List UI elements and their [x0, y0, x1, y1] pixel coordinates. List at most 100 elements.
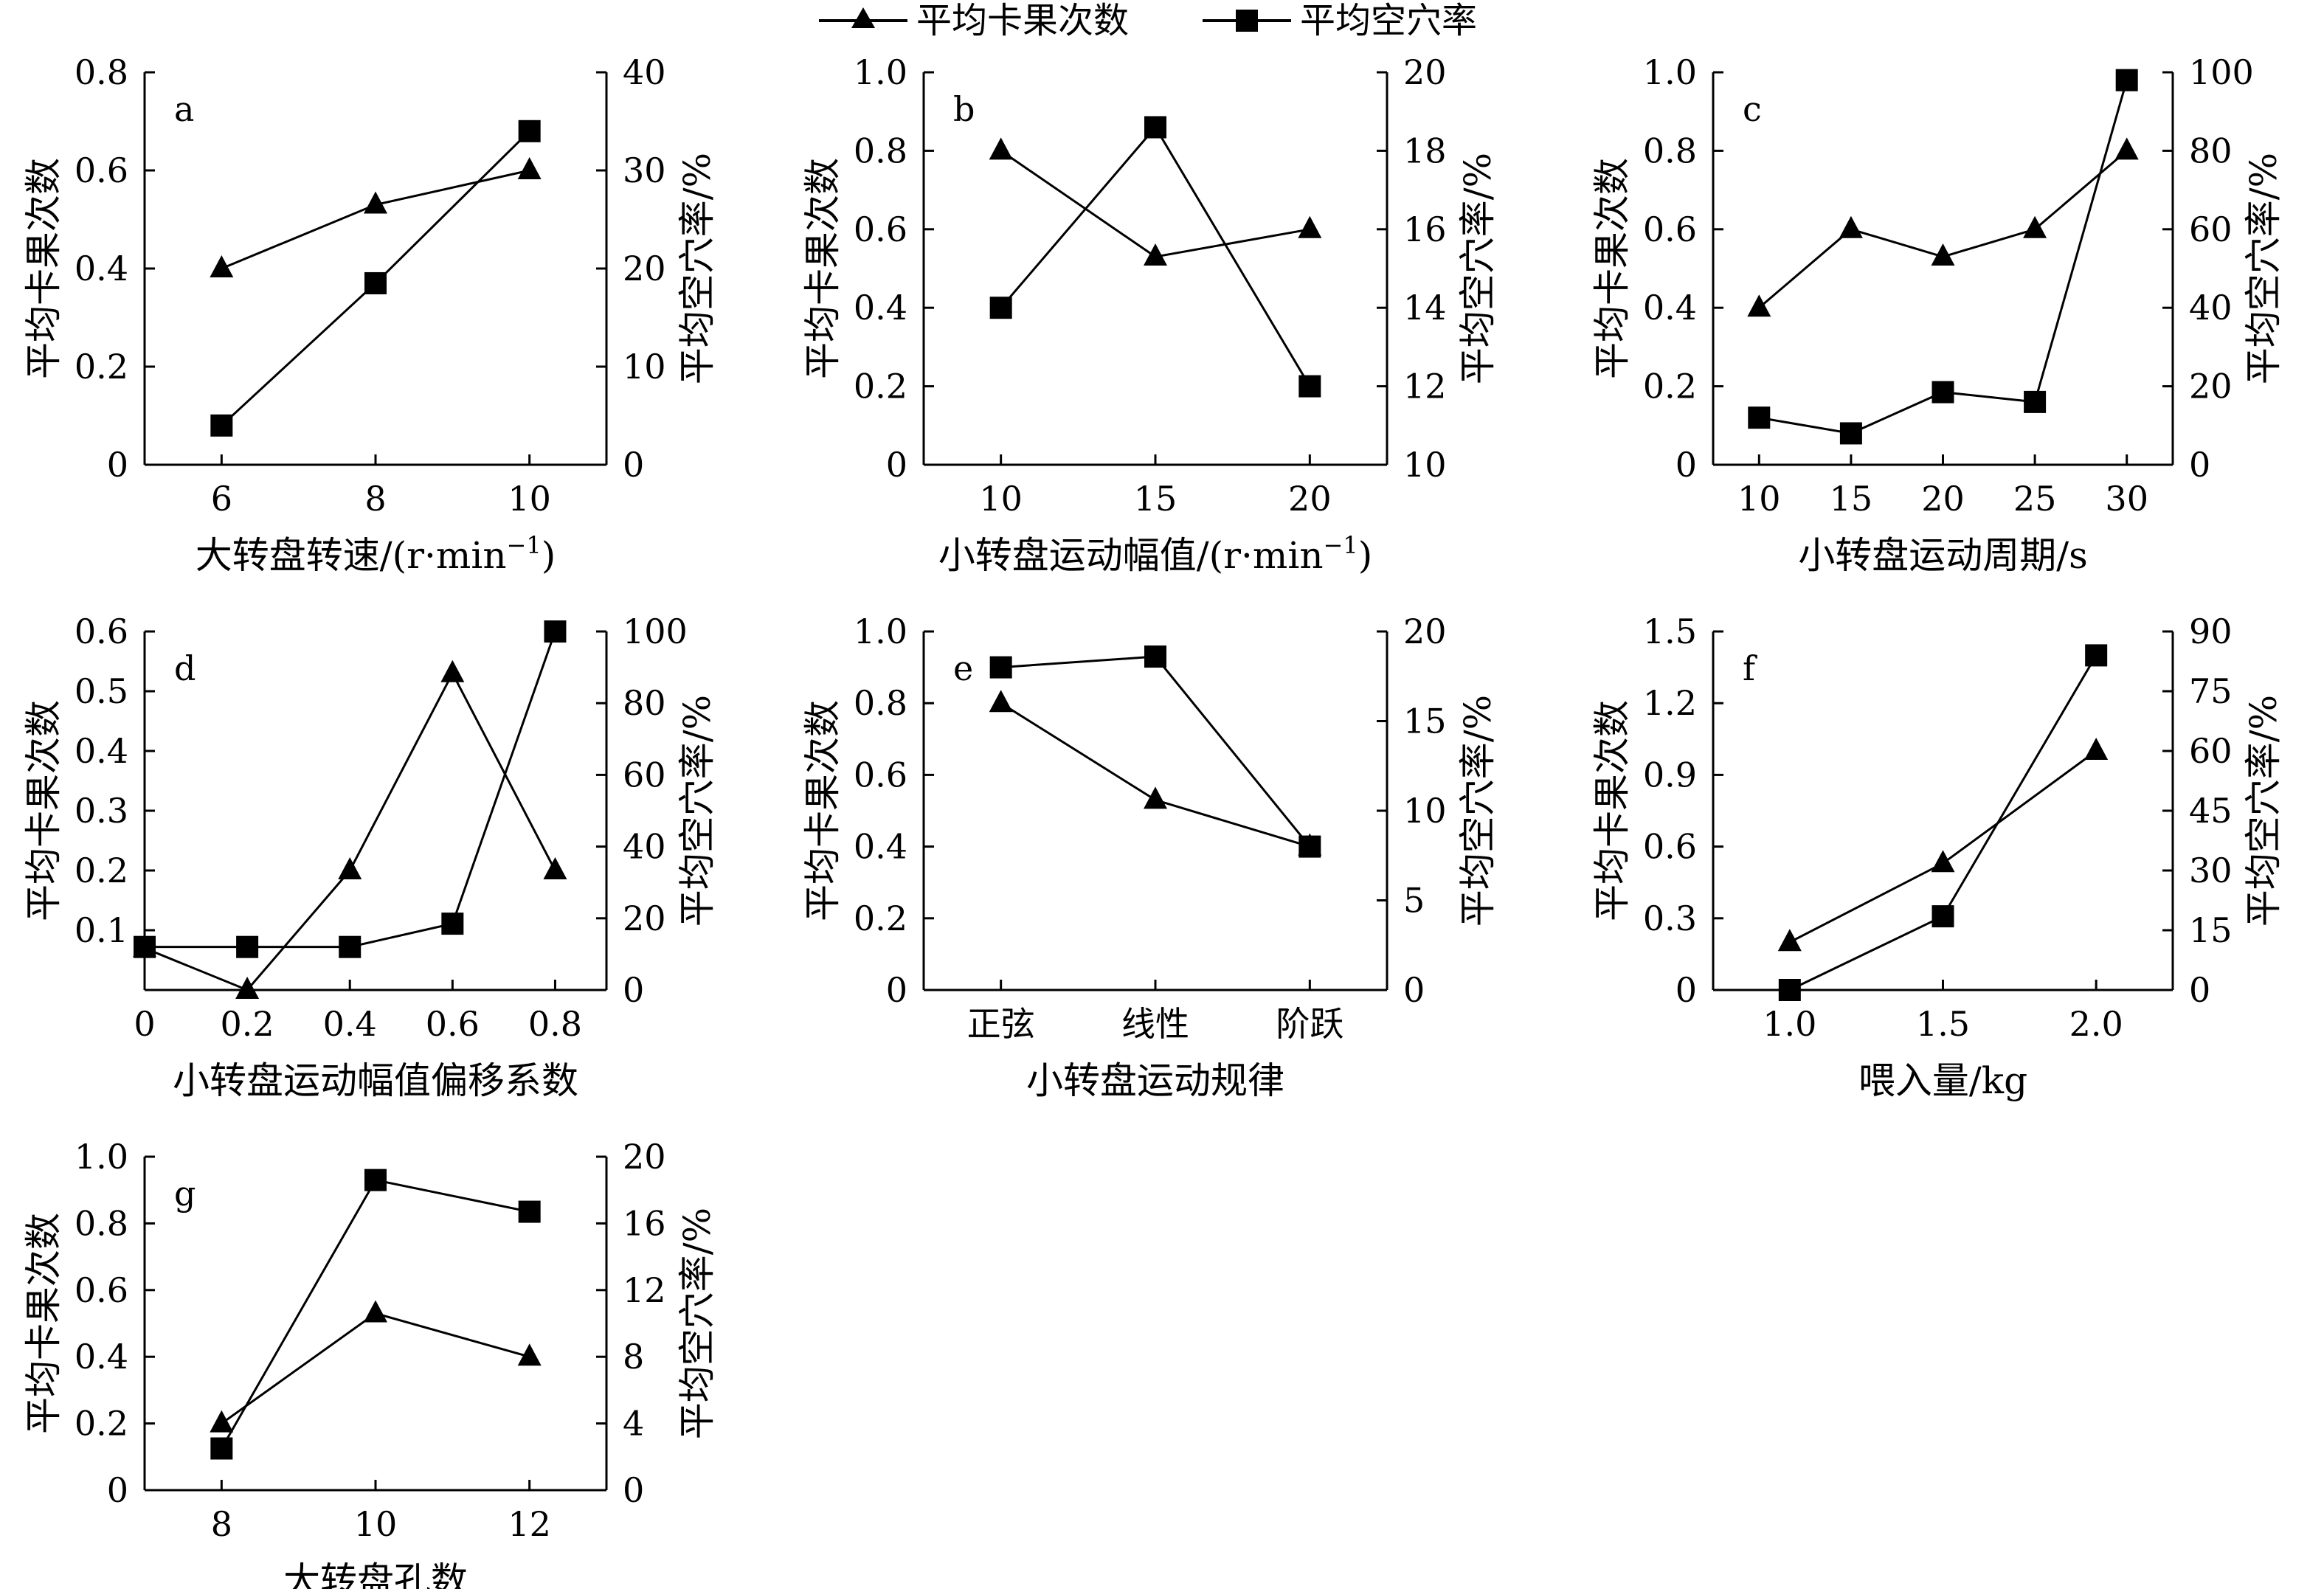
x-axis-title: 小转盘运动幅值/(r·min−1) [938, 531, 1372, 577]
square-marker [989, 297, 1012, 319]
x-tick-label: 0.4 [323, 1004, 377, 1044]
x-axis-title-main: 小转盘运动规律 [1026, 1059, 1284, 1102]
y-axis-title-right: 平均空穴率/% [676, 153, 719, 384]
left-tick-label: 1.0 [854, 52, 907, 92]
left-tick-label: 1.0 [75, 1137, 128, 1177]
left-tick-label: 0.8 [854, 683, 907, 723]
panel-f: 0 0.3 0.6 0.9 1.2 1.5 0 15 30 45 60 75 90 1.0 1.5 2.0 f 喂… [1591, 612, 2285, 1102]
left-tick-label: 0.2 [75, 851, 128, 890]
left-tick-label: 0.6 [75, 612, 128, 651]
right-tick-label: 0 [623, 445, 644, 485]
triangle-marker [1931, 243, 1955, 266]
left-tick-label: 0.4 [854, 288, 907, 328]
right-tick-label: 100 [623, 612, 688, 651]
y-axis-title-right: 平均空穴率/% [2242, 153, 2285, 384]
left-tick-label: 0.6 [1643, 210, 1697, 249]
x-tick-label: 12 [508, 1504, 551, 1544]
square-marker [2085, 644, 2108, 667]
right-tick-label: 20 [1403, 52, 1447, 92]
y-axis-title-left: 平均卡果次数 [1591, 158, 1633, 379]
panel-letter: e [953, 648, 973, 688]
left-tick-label: 0.4 [75, 249, 128, 288]
right-tick-label: 75 [2189, 671, 2233, 711]
x-tick-label: 0.2 [221, 1004, 274, 1044]
right-tick-label: 14 [1403, 288, 1447, 328]
triangle-marker [1298, 215, 1322, 238]
left-tick-label: 0.2 [75, 347, 128, 387]
x-tick-label: 8 [364, 479, 386, 519]
left-tick-label: 0.4 [75, 731, 128, 771]
right-tick-label: 16 [1403, 210, 1447, 249]
triangle-marker [989, 137, 1013, 160]
y-axis-title-left: 平均卡果次数 [1591, 700, 1633, 921]
x-axis-title: 大转盘孔数 [283, 1559, 468, 1589]
x-axis-title: 喂入量/kg [1858, 1059, 2027, 1102]
left-tick-label: 0.6 [1643, 827, 1697, 867]
x-axis-title: 小转盘运动幅值偏移系数 [173, 1059, 578, 1102]
triangle-marker [517, 157, 542, 179]
left-tick-label: 0.1 [75, 910, 128, 950]
square-marker [1748, 406, 1771, 429]
left-tick-label: 0.2 [1643, 367, 1697, 406]
x-axis-title-sup: −1 [507, 531, 542, 559]
square-marker [339, 935, 362, 958]
x-tick-label: 正弦 [967, 1004, 1035, 1044]
right-tick-label: 60 [623, 755, 666, 794]
left-tick-label: 0.6 [854, 755, 907, 794]
triangle-marker [2023, 215, 2047, 238]
legend-sq-label: 平均空穴率 [1300, 0, 1477, 41]
y-axis-title-right: 平均空穴率/% [2242, 695, 2285, 927]
square-marker [364, 271, 387, 294]
left-tick-label: 0.2 [75, 1404, 128, 1444]
right-tick-label: 12 [623, 1270, 666, 1310]
right-tick-label: 40 [623, 52, 666, 92]
square-marker [544, 620, 567, 643]
right-tick-label: 15 [1403, 702, 1447, 741]
x-tick-label: 6 [211, 479, 232, 519]
panel-letter: b [953, 89, 975, 129]
right-tick-label: 10 [1403, 445, 1447, 485]
left-tick-label: 0.3 [1643, 899, 1697, 938]
triangle-marker [210, 255, 234, 277]
x-tick-label: 30 [2105, 479, 2148, 519]
x-tick-label: 20 [1288, 479, 1332, 519]
right-tick-label: 20 [623, 249, 666, 288]
left-tick-label: 0.3 [75, 791, 128, 831]
x-axis-title-sup: −1 [1324, 531, 1358, 559]
left-tick-label: 0 [886, 970, 907, 1010]
panel-a: 0 0.2 0.4 0.6 0.8 0 10 20 30 40 6 8 10 a 大转盘转速/(r·min−… [22, 52, 719, 577]
right-tick-label: 45 [2189, 791, 2233, 831]
x-tick-label: 10 [354, 1504, 398, 1544]
x-axis-title-main: 大转盘孔数 [283, 1559, 468, 1589]
x-tick-label: 0.6 [426, 1004, 480, 1044]
right-tick-label: 100 [2189, 52, 2254, 92]
panel-letter: d [174, 648, 196, 688]
right-tick-label: 10 [1403, 791, 1447, 831]
left-tick-label: 0.4 [75, 1337, 128, 1377]
right-tick-label: 5 [1403, 881, 1425, 921]
left-tick-label: 0.6 [75, 1270, 128, 1310]
x-tick-label: 0.8 [528, 1004, 582, 1044]
triangle-marker [364, 191, 387, 214]
square-marker [441, 913, 464, 935]
x-axis-title-main: 喂入量/kg [1858, 1059, 2027, 1102]
x-tick-label: 20 [1921, 479, 1965, 519]
left-tick-label: 0 [107, 445, 128, 485]
left-tick-label: 0.8 [1643, 131, 1697, 170]
right-tick-label: 10 [623, 347, 666, 387]
right-tick-label: 30 [623, 150, 666, 190]
triangle-marker [1777, 929, 1802, 952]
left-tick-label: 1.0 [1643, 52, 1697, 92]
right-tick-label: 4 [623, 1404, 644, 1444]
right-tick-label: 80 [2189, 131, 2233, 170]
triangle-marker [2114, 137, 2139, 160]
right-tick-label: 40 [623, 827, 666, 867]
right-tick-label: 40 [2189, 288, 2233, 328]
right-tick-label: 0 [623, 970, 644, 1010]
square-marker [1932, 905, 1954, 928]
left-tick-label: 1.2 [1643, 683, 1697, 723]
right-tick-label: 60 [2189, 210, 2233, 249]
triangle-marker [1144, 786, 1167, 809]
y-axis-title-left: 平均卡果次数 [801, 700, 844, 921]
